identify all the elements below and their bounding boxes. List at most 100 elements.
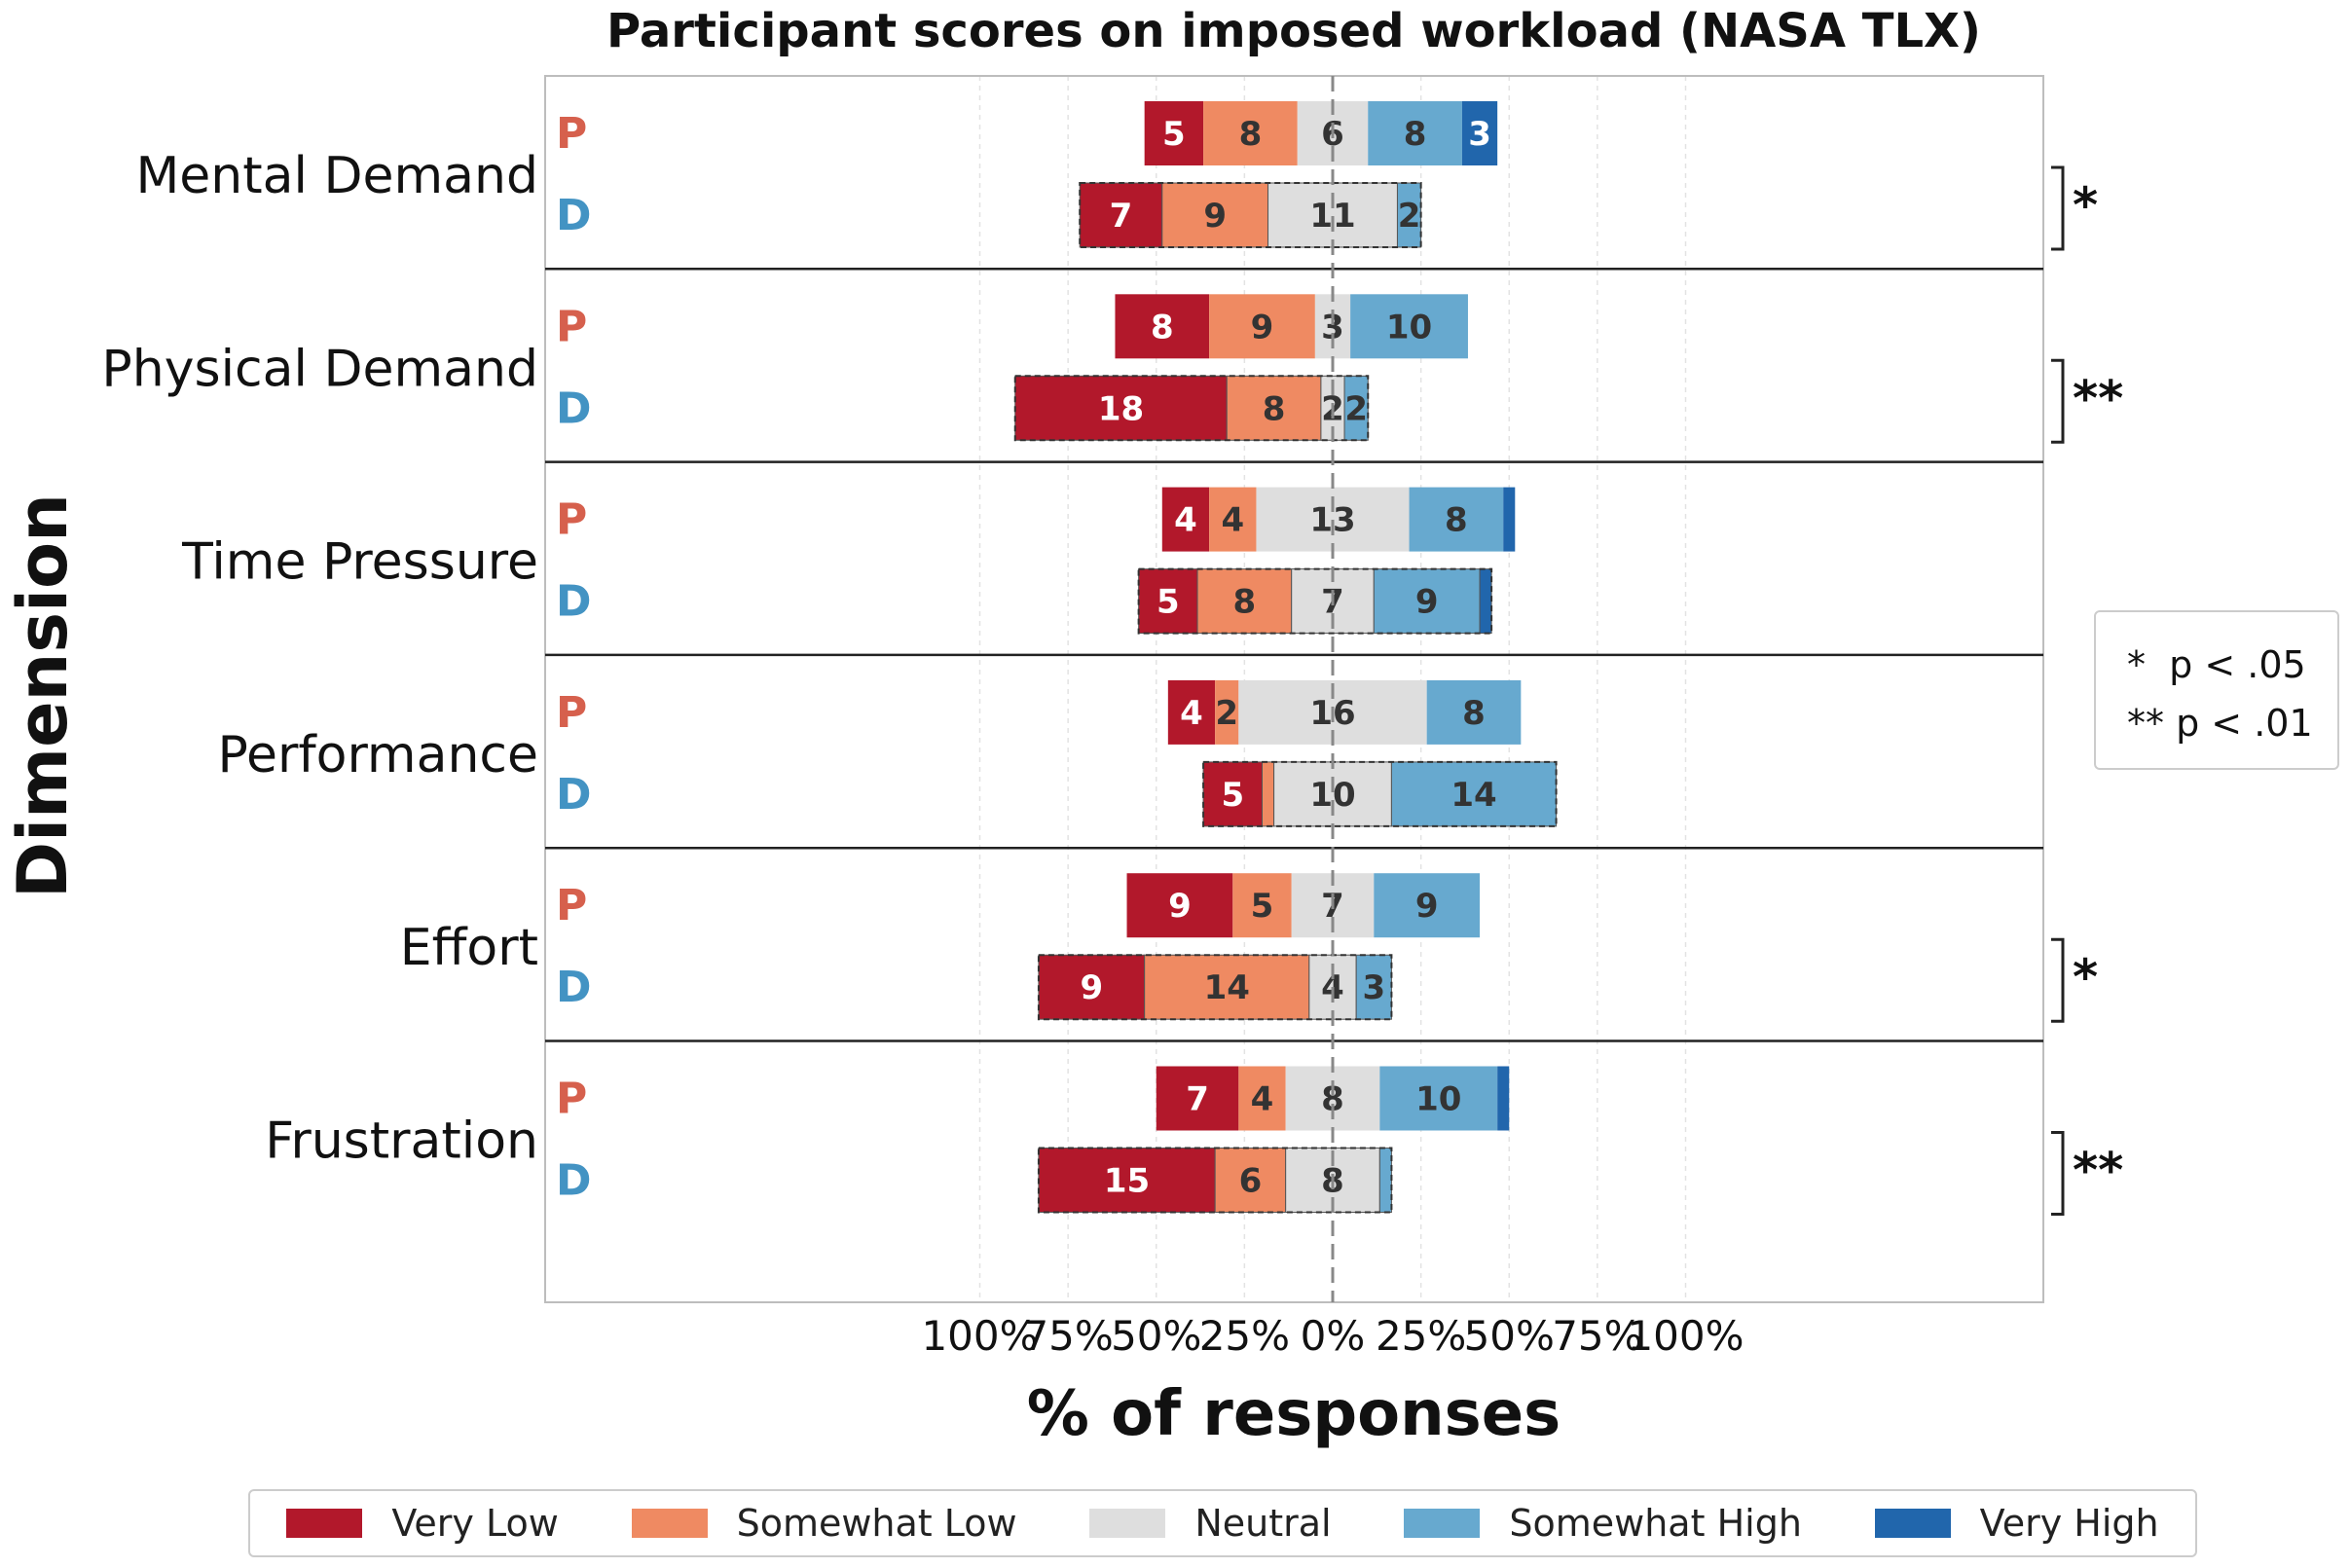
legend-label: Very Low [391, 1502, 559, 1545]
data-label: 4 [1174, 501, 1197, 540]
sig-legend-line-1: * p < .05 [2127, 643, 2306, 686]
group-label-p: P [556, 881, 587, 930]
data-label: 3 [1362, 968, 1385, 1007]
x-tick-label: 100% [1627, 1312, 1744, 1360]
bar-frustration-d-somewhat-high [1378, 1148, 1392, 1213]
dimension-label-frustration: Frustration [265, 1112, 538, 1171]
data-label: 8 [1263, 389, 1286, 428]
dimension-label-effort: Effort [400, 919, 538, 977]
legend-label: Somewhat Low [736, 1502, 1017, 1545]
legend-item-neutral: Neutral [1089, 1502, 1332, 1545]
dimension-label-performance: Performance [217, 726, 538, 784]
group-label-d: D [556, 191, 592, 240]
x-tick-label: 75% [1022, 1312, 1113, 1360]
legend-label: Very High [1979, 1502, 2159, 1545]
bar-performance-p-somewhat-high [1426, 679, 1522, 745]
group-label-d: D [556, 1156, 592, 1206]
legend-swatch-somewhat-high [1404, 1509, 1481, 1538]
data-label: 9 [1415, 887, 1439, 926]
legend-item-very-low: Very Low [286, 1502, 559, 1545]
data-label: 7 [1110, 197, 1133, 236]
bar-outline-physical-demand-d [1013, 375, 1370, 442]
x-tick-label: 100% [921, 1312, 1038, 1360]
dimension-label-physical-demand: Physical Demand [101, 340, 538, 398]
data-label: 9 [1415, 583, 1439, 622]
bar-outline-time-pressure-d [1137, 567, 1493, 635]
bar-outline-performance-d [1202, 760, 1558, 827]
group-label-p: P [556, 302, 587, 351]
significance-marker: * [2073, 177, 2098, 234]
data-label: 8 [1321, 1080, 1344, 1119]
data-label: 9 [1080, 968, 1103, 1007]
significance-marker: ** [2073, 1143, 2123, 1199]
chart-legend: Very Low Somewhat Low Neutral Somewhat H… [248, 1489, 2197, 1557]
bar-mental-demand-d-somewhat-low [1161, 182, 1269, 248]
data-label: 2 [1344, 389, 1368, 428]
bar-physical-demand-p-somewhat-low [1209, 294, 1315, 359]
significance-marker: ** [2073, 370, 2123, 426]
significance-bracket [2051, 937, 2065, 1023]
bar-mental-demand-d-very-low [1079, 182, 1163, 248]
data-label: 8 [1462, 694, 1486, 733]
bar-effort-d-somewhat-low [1144, 954, 1310, 1020]
significance-bracket [2051, 1131, 2065, 1216]
bar-mental-demand-p-very-high [1461, 101, 1498, 165]
y-axis-label: Dimension [3, 493, 83, 898]
data-label: 18 [1098, 389, 1144, 428]
significance-legend: * p < .05 ** p < .01 [2094, 610, 2339, 770]
bar-frustration-p-neutral [1285, 1066, 1380, 1131]
data-label: 8 [1404, 115, 1427, 154]
bar-outline-effort-d [1037, 954, 1393, 1021]
data-label: 8 [1151, 308, 1174, 346]
data-label: 8 [1233, 583, 1257, 622]
data-label: 2 [1398, 197, 1421, 236]
data-label: 8 [1445, 501, 1468, 540]
bar-frustration-p-somewhat-low [1238, 1066, 1286, 1131]
legend-swatch-neutral [1089, 1509, 1166, 1538]
bar-physical-demand-d-somewhat-low [1226, 375, 1322, 441]
legend-label: Neutral [1194, 1502, 1332, 1545]
data-label: 6 [1239, 1162, 1263, 1201]
data-label: 10 [1386, 308, 1432, 346]
significance-bracket [2051, 165, 2065, 251]
x-tick-label: 75% [1552, 1312, 1642, 1360]
bar-effort-p-somewhat-low [1232, 873, 1292, 938]
data-label: 8 [1239, 115, 1263, 154]
data-label: 5 [1251, 887, 1274, 926]
bar-time-pressure-p-somewhat-high [1409, 487, 1504, 552]
group-label-p: P [556, 109, 587, 159]
data-label: 9 [1251, 308, 1274, 346]
data-label: 3 [1321, 308, 1344, 346]
bar-frustration-d-somewhat-low [1214, 1148, 1287, 1213]
data-label: 10 [1415, 1080, 1461, 1119]
data-label: 14 [1450, 776, 1496, 815]
bar-mental-demand-p-very-low [1144, 101, 1204, 165]
data-label: 5 [1221, 776, 1244, 815]
bar-outline-frustration-d [1037, 1147, 1393, 1214]
bar-effort-p-somewhat-high [1374, 873, 1481, 938]
bar-effort-d-very-low [1038, 954, 1146, 1020]
data-label: 2 [1215, 694, 1238, 733]
group-label-d: D [556, 383, 592, 433]
bar-frustration-d-very-low [1038, 1148, 1216, 1213]
legend-item-very-high: Very High [1874, 1502, 2159, 1545]
sig-legend-line-2: ** p < .01 [2127, 702, 2313, 745]
bar-mental-demand-d-somewhat-high [1396, 182, 1422, 248]
data-label: 5 [1157, 583, 1180, 622]
data-label: 4 [1221, 501, 1244, 540]
bar-physical-demand-d-somewhat-high [1343, 375, 1369, 441]
group-label-p: P [556, 1075, 587, 1124]
group-label-d: D [556, 770, 592, 820]
x-tick-label: 25% [1199, 1312, 1290, 1360]
bar-time-pressure-p-somewhat-low [1209, 487, 1257, 552]
plot-frame [544, 75, 2044, 1303]
chart-title: Participant scores on imposed workload (… [606, 4, 1981, 58]
data-label: 5 [1162, 115, 1186, 154]
data-label: 4 [1180, 694, 1203, 733]
data-label: 9 [1168, 887, 1192, 926]
group-label-d: D [556, 577, 592, 627]
x-axis-label: % of responses [1027, 1378, 1561, 1450]
legend-label: Somewhat High [1509, 1502, 1802, 1545]
